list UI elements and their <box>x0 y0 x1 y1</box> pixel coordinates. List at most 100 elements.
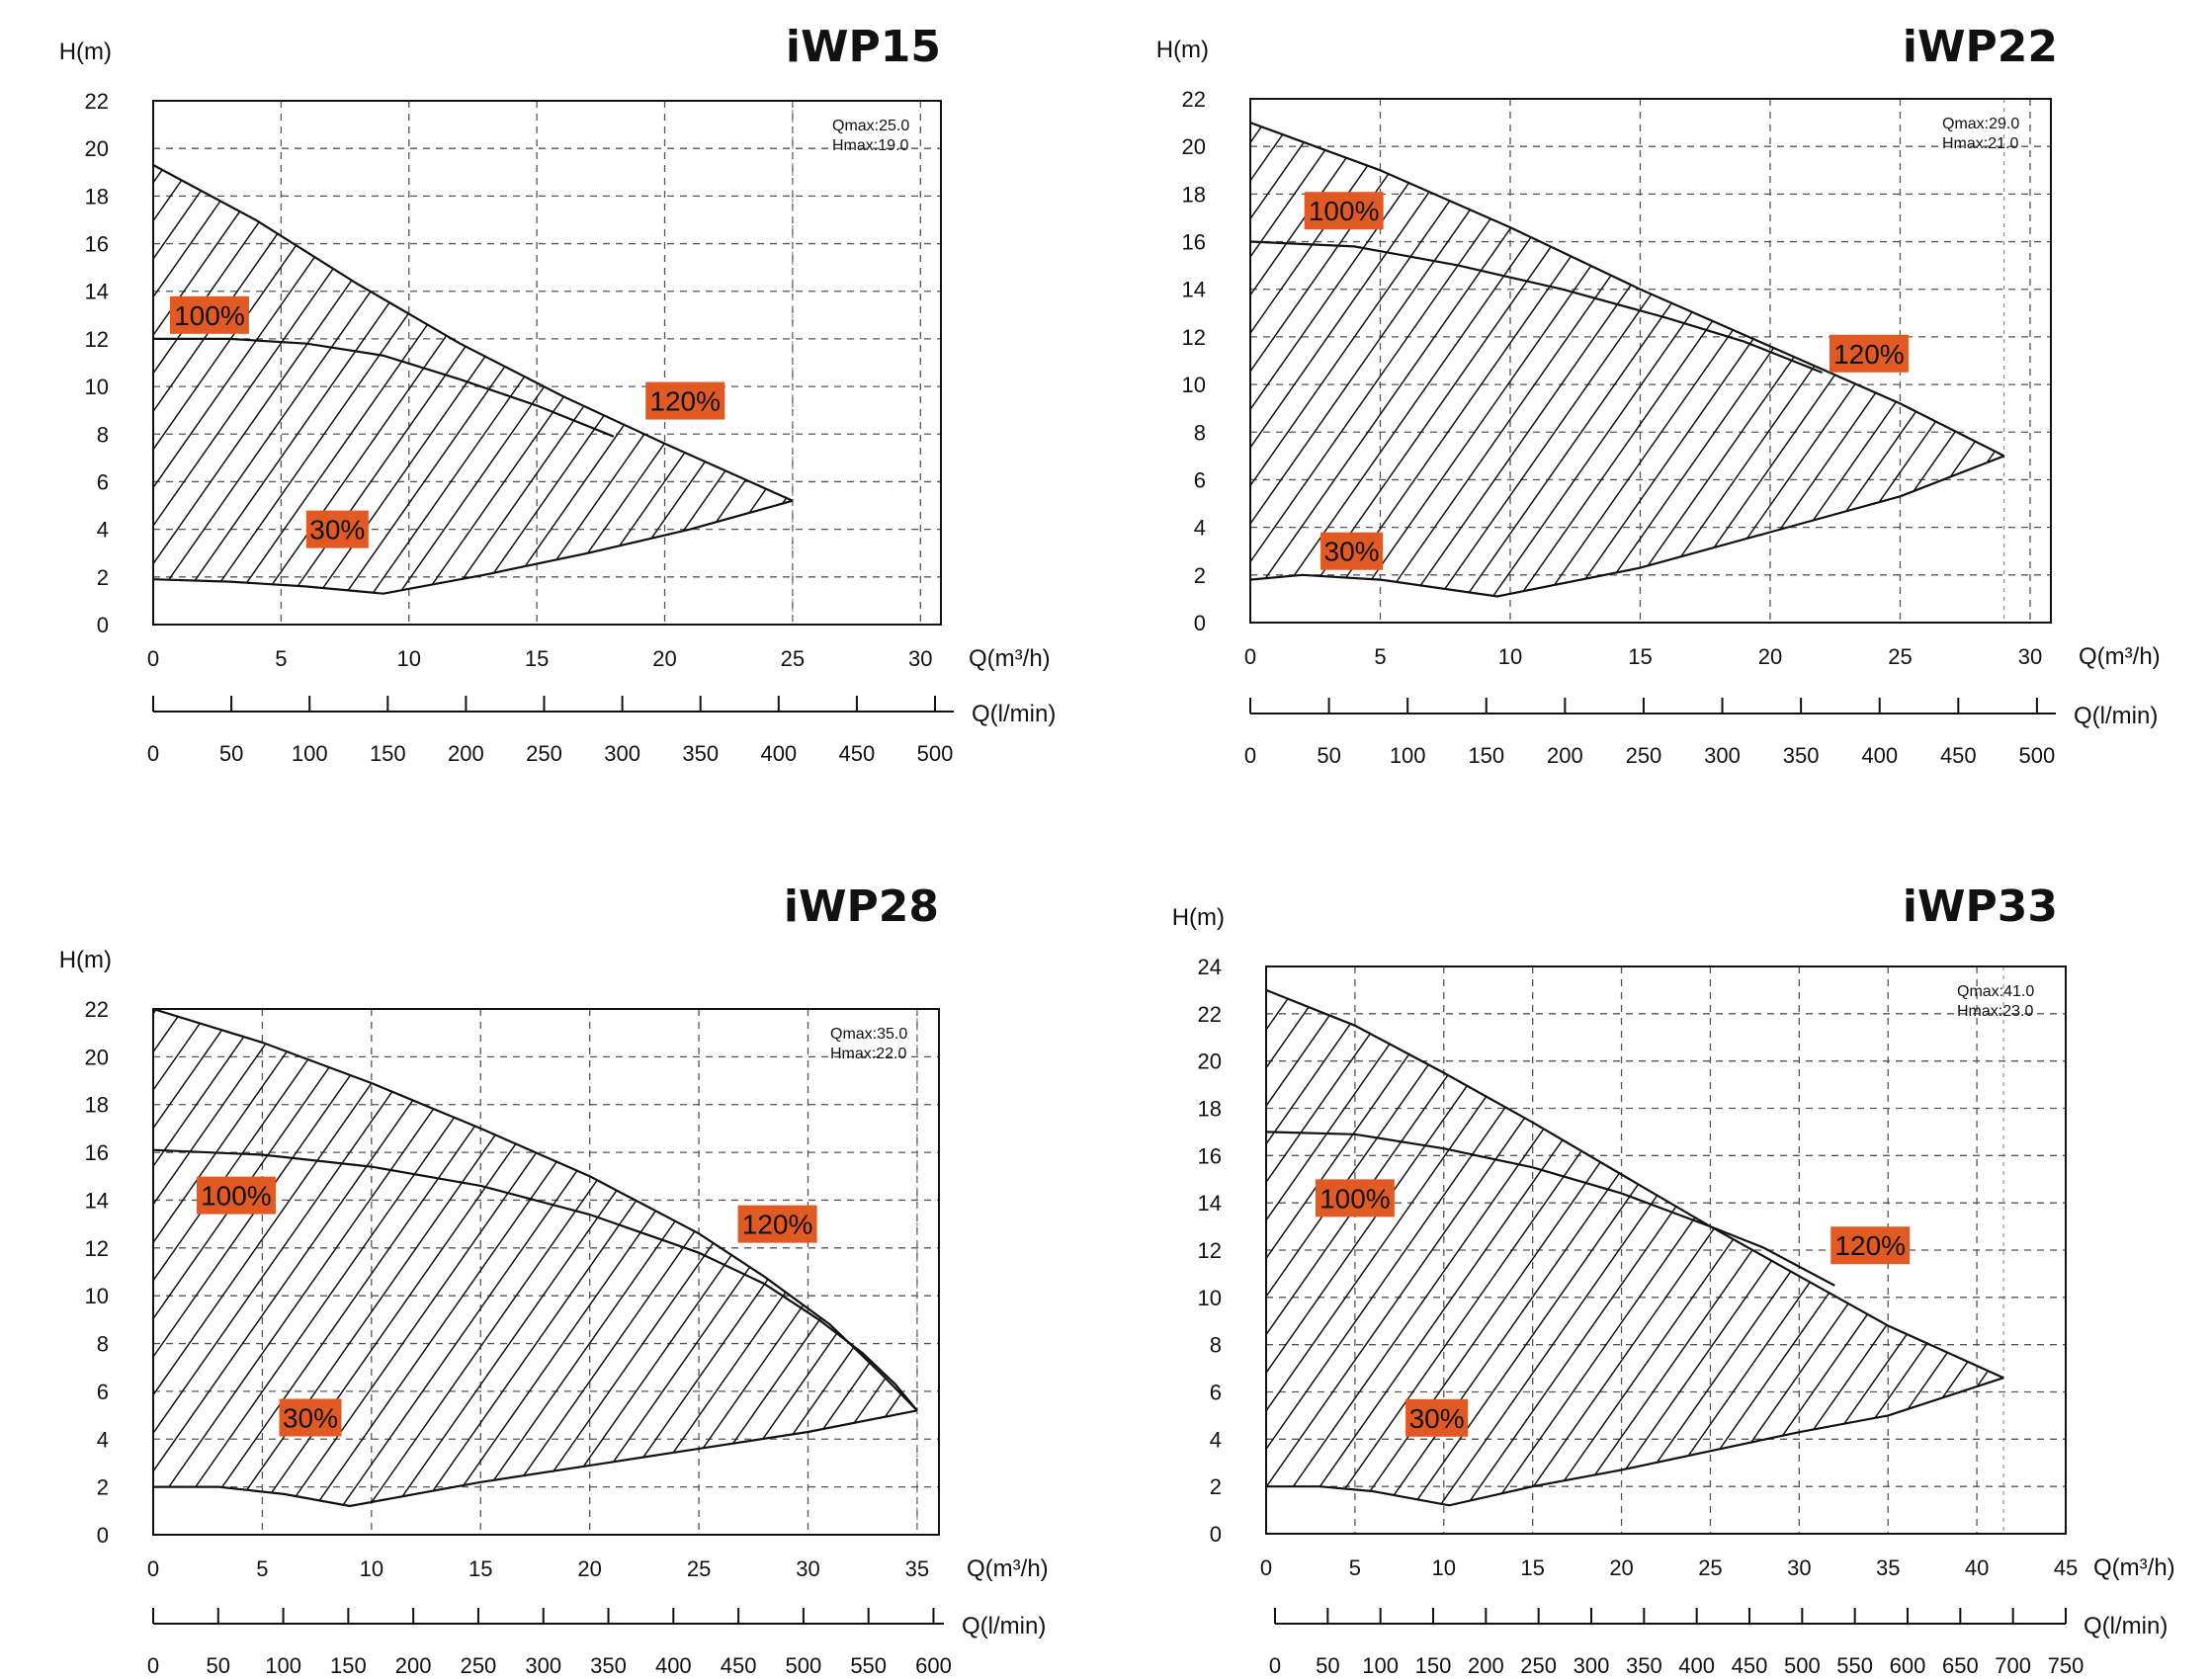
hatch-line <box>1250 123 1616 597</box>
y-tick-label: 6 <box>97 1380 109 1404</box>
hatch-line <box>153 1009 466 1506</box>
hatch-line <box>1250 123 1322 597</box>
y-tick-label: 22 <box>1182 87 1206 112</box>
x-tick-label: 5 <box>1349 1555 1361 1580</box>
y-tick-label: 10 <box>85 1284 109 1308</box>
hatch-line <box>153 1009 492 1506</box>
hatch-line <box>1250 123 1403 597</box>
x2-tick-label: 450 <box>721 1653 757 1678</box>
label-text-p30: 30% <box>309 515 365 546</box>
hatch-line <box>656 165 793 594</box>
x-tick-label: 30 <box>796 1556 819 1581</box>
y-tick-label: 12 <box>1198 1238 1222 1263</box>
y-tick-label: 16 <box>85 232 109 257</box>
x2-tick-label: 250 <box>1626 743 1662 768</box>
y-tick-label: 8 <box>97 422 109 447</box>
x-tick-label: 5 <box>256 1556 268 1581</box>
x-tick-label: 15 <box>1628 644 1652 669</box>
y-tick-label: 12 <box>1182 325 1206 350</box>
label-badge-p30 <box>305 510 369 548</box>
hatch-line <box>2048 79 2212 642</box>
curve-100 <box>1249 240 1824 375</box>
hatch-line <box>1250 123 1429 597</box>
curve-120 <box>1265 988 2004 1380</box>
x2-tick-label: 150 <box>330 1653 367 1678</box>
hatch-line <box>714 79 1108 642</box>
note-qmax: Qmax:25.0 <box>832 118 909 134</box>
hatch-line <box>2021 79 2212 642</box>
x-axis-label: Q(m³/h) <box>969 645 1051 672</box>
x-tick-label: 15 <box>525 646 549 671</box>
hatch-line <box>841 1009 917 1506</box>
hatch-line <box>713 947 1138 1553</box>
hatch-line <box>790 165 793 594</box>
hatch-line <box>1250 123 1349 597</box>
hatch-line <box>1250 123 1296 597</box>
y-tick-label: 2 <box>97 565 109 590</box>
hatch-line <box>1266 989 1379 1506</box>
label-badge-p30 <box>1405 1398 1469 1437</box>
hatch-line <box>576 165 793 594</box>
hatch-line <box>976 989 1371 1554</box>
y-tick-label: 18 <box>1182 182 1206 207</box>
label-text-p100: 100% <box>1319 1183 1391 1214</box>
y-tick-label: 0 <box>97 1523 109 1548</box>
x2-tick-label: 100 <box>1362 1653 1399 1678</box>
x2-tick-label: 350 <box>1626 1653 1662 1678</box>
hatch-line <box>683 165 793 594</box>
y-tick-label: 8 <box>1194 420 1206 445</box>
hatch-line <box>1380 123 1776 597</box>
y-tick-label: 4 <box>1194 516 1206 541</box>
label-text-p100: 100% <box>174 300 245 331</box>
hatch-line <box>1250 123 1509 597</box>
x-tick-label: 30 <box>1787 1555 1811 1580</box>
x2-tick-label: 150 <box>370 741 406 766</box>
hatch-line <box>1250 123 1483 597</box>
x2-tick-label: 450 <box>1940 743 1977 768</box>
x2-tick-label: 500 <box>1784 1653 1821 1678</box>
x2-tick-label: 0 <box>1244 743 1256 768</box>
hatch-line <box>1406 123 1803 597</box>
hatch-line <box>844 81 1238 644</box>
x2-tick-label: 200 <box>1547 743 1583 768</box>
x-tick-label: 0 <box>147 646 159 671</box>
label-badge-p100 <box>1304 192 1384 230</box>
x2-tick-label: 400 <box>1678 1653 1715 1678</box>
hatch-line <box>469 165 793 594</box>
hatch-line <box>153 165 546 594</box>
note-hmax: Hmax:23.0 <box>1957 1003 2033 1020</box>
hatch-line <box>153 1009 199 1506</box>
x2-axis-label: Q(l/min) <box>962 1613 1046 1639</box>
hatch-line <box>820 79 1215 642</box>
hatch-line <box>2020 947 2212 1553</box>
y-tick-label: 22 <box>85 997 109 1022</box>
x-tick-label: 20 <box>1609 1555 1633 1580</box>
hatch-line <box>574 1009 917 1506</box>
x-tick-label: 30 <box>2018 644 2042 669</box>
x2-tick-label: 450 <box>1732 1653 1768 1678</box>
x2-tick-label: 50 <box>1317 743 1340 768</box>
x-tick-label: 10 <box>1432 1555 1456 1580</box>
y-tick-label: 0 <box>1194 611 1206 635</box>
label-badge-p120 <box>1829 334 1909 373</box>
x-tick-label: 35 <box>905 1556 929 1581</box>
y-tick-label: 22 <box>1198 1002 1222 1027</box>
label-text-p120: 120% <box>649 386 721 417</box>
x-tick-label: 25 <box>1888 644 1912 669</box>
hatch-line <box>336 165 732 594</box>
curve-100 <box>153 337 615 438</box>
hatch-line <box>523 165 793 594</box>
hatch-line <box>2075 79 2212 642</box>
hatch-line <box>654 1009 917 1506</box>
hatch-line <box>153 165 439 594</box>
label-badge-p30 <box>1320 532 1384 570</box>
x-tick-label: 20 <box>577 1556 601 1581</box>
x2-tick-label: 50 <box>207 1653 230 1678</box>
x2-axis-label: Q(l/min) <box>2074 703 2158 729</box>
hatch-line <box>1753 123 2004 597</box>
hatch-line <box>897 81 1292 644</box>
hatch-region <box>153 989 1371 1554</box>
